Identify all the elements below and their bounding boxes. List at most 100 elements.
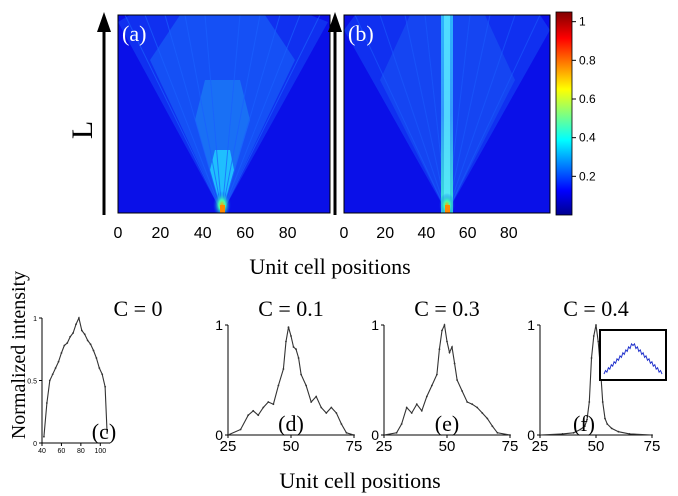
data-point	[436, 374, 438, 376]
data-point	[52, 373, 54, 375]
data-point	[597, 341, 599, 343]
colorbar: 0.2 0.4 0.6 0.8 1	[556, 12, 596, 215]
data-point	[300, 374, 302, 376]
data-point	[476, 407, 478, 409]
line-plot-panel-d: C = 0.1 25 50 75 0 1 (d)	[215, 296, 362, 455]
data-point	[451, 346, 453, 348]
data-point	[604, 418, 606, 420]
colorbar-scale	[556, 12, 572, 215]
data-point	[101, 373, 103, 375]
data-point	[491, 425, 493, 427]
data-point	[330, 407, 332, 409]
data-point	[629, 433, 631, 435]
data-point	[252, 410, 254, 412]
data-point	[602, 401, 604, 403]
data-point	[81, 330, 83, 332]
data-point	[441, 330, 443, 332]
data-point	[98, 367, 100, 369]
data-point	[618, 431, 620, 433]
data-point	[96, 357, 98, 359]
data-point	[69, 336, 71, 338]
data-point	[104, 386, 106, 388]
panel-label-c: (c)	[92, 419, 116, 444]
inset-box	[600, 330, 666, 380]
data-point	[43, 436, 45, 438]
x-tick-label: 50	[439, 438, 456, 455]
heatmap-a-xtick: 60	[236, 225, 254, 242]
line-plot-panel-c: C = 0 40 60 80 100 0 0.5 1 (c)	[27, 296, 162, 455]
y-tick-label: 1	[33, 316, 37, 323]
data-point	[486, 418, 488, 420]
top-x-axis-label: Unit cell positions	[249, 254, 410, 279]
data-point	[471, 403, 473, 405]
x-tick-label: 75	[502, 438, 519, 455]
data-point	[63, 345, 65, 347]
x-tick-label: 75	[346, 438, 363, 455]
x-tick-label: 80	[77, 448, 85, 455]
heatmap-b-xtick: 40	[418, 225, 436, 242]
data-point	[278, 385, 280, 387]
data-point	[288, 326, 290, 328]
data-point	[562, 433, 564, 435]
data-point	[58, 361, 60, 363]
colorbar-tick-label: 1	[579, 15, 586, 29]
y-tick-label: 1	[527, 317, 535, 333]
heatmap-panel-a: (a)	[118, 15, 330, 219]
data-point	[285, 341, 287, 343]
data-point	[411, 412, 413, 414]
data-point	[588, 401, 590, 403]
data-point	[421, 410, 423, 412]
data-point	[90, 343, 92, 345]
data-point	[606, 423, 608, 425]
x-tick-label: 100	[94, 448, 106, 455]
heatmap-b-xtick: 80	[500, 225, 518, 242]
data-point	[439, 348, 441, 350]
colorbar-tick-label: 0.6	[579, 92, 596, 106]
line-plot-panel-e: C = 0.3 25 50 75 0 1 (e)	[371, 296, 518, 455]
data-point	[426, 396, 428, 398]
heatmap-b-xtick: 60	[459, 225, 477, 242]
top-x-ticks: 0 20 40 60 80 0 20 40 60 80	[114, 225, 518, 242]
data-point	[61, 352, 63, 354]
data-point	[396, 432, 398, 434]
data-point	[611, 428, 613, 430]
data-point	[320, 407, 322, 409]
heatmap-a-xtick: 80	[279, 225, 297, 242]
data-point	[466, 401, 468, 403]
panel-label-f: (f)	[573, 411, 595, 436]
colorbar-tick-label: 0.2	[579, 169, 596, 183]
line-plot-panel-f: C = 0.425 50 7501(f)	[527, 296, 666, 455]
data-point	[431, 385, 433, 387]
x-tick-label: 75	[644, 438, 661, 455]
data-point	[247, 414, 249, 416]
data-point	[444, 324, 446, 326]
panel-title-c: C = 0	[113, 296, 162, 321]
data-point	[49, 380, 51, 382]
data-point	[272, 403, 274, 405]
data-point	[46, 402, 48, 404]
data-point	[497, 432, 499, 434]
colorbar-tick-label: 0.4	[579, 131, 596, 145]
data-point	[481, 412, 483, 414]
panel-label-a: (a)	[122, 21, 146, 46]
data-point	[283, 368, 285, 370]
bottom-y-axis-label: Normalized intensity	[8, 271, 30, 439]
data-point	[84, 333, 86, 335]
panel-label-e: (e)	[435, 411, 459, 436]
y-tick-label: 1	[371, 317, 379, 333]
data-point	[315, 396, 317, 398]
heatmap-panel-b: (b)	[344, 15, 550, 217]
data-point	[75, 323, 77, 325]
top-y-axis-label: L	[66, 121, 99, 139]
x-tick-label: 50	[588, 438, 605, 455]
heatmap-b-xtick: 0	[340, 225, 349, 242]
heatmap-a-xtick: 0	[114, 225, 123, 242]
colorbar-tick-label: 0.8	[579, 53, 596, 67]
data-point	[257, 414, 259, 416]
data-point	[305, 385, 307, 387]
data-point	[454, 363, 456, 365]
x-tick-label: 60	[58, 448, 66, 455]
data-point	[346, 432, 348, 434]
